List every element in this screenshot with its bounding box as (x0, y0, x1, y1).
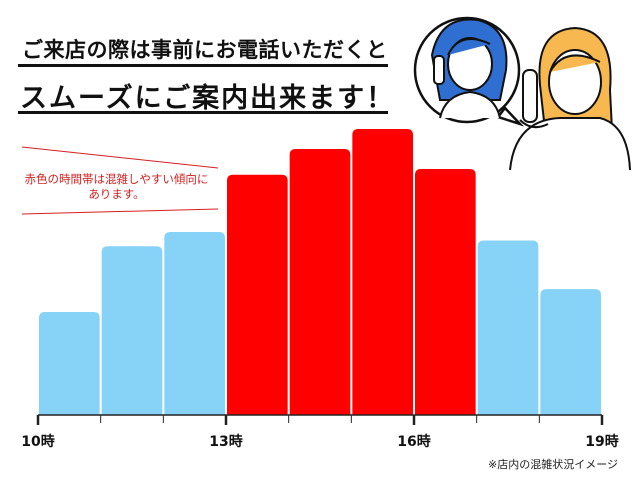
bar-15 (352, 129, 413, 415)
bar-14 (289, 149, 351, 415)
divider (18, 111, 388, 114)
busy-annotation: 赤色の時間帯は混雑しやすい傾向に あります。 (14, 172, 219, 202)
bar-11 (101, 246, 163, 415)
annotation-line-top (21, 146, 219, 169)
x-tick-label: 10時 (21, 433, 54, 450)
annotation-line2: あります。 (88, 187, 145, 201)
bar-18 (540, 289, 601, 415)
bar-13 (227, 174, 288, 415)
bar-17 (477, 240, 539, 415)
annotation-line1: 赤色の時間帯は混雑しやすい傾向に (24, 172, 209, 186)
headline-line2: スムーズにご案内出来ます！ (20, 83, 396, 114)
bar-10 (39, 312, 100, 415)
divider (18, 64, 388, 67)
chart-caption: ※店内の混雑状況イメージ (488, 458, 618, 471)
headline-line1: ご来店の際は事前にお電話いただくと (22, 38, 388, 62)
x-tick-label: 19時 (585, 433, 618, 450)
x-tick-label: 16時 (397, 433, 430, 450)
bar-16 (415, 169, 476, 415)
x-tick-label: 13時 (209, 433, 242, 450)
bar-12 (164, 231, 225, 415)
illustration-women-on-phone (413, 16, 631, 171)
annotation-line-bottom (21, 208, 219, 215)
